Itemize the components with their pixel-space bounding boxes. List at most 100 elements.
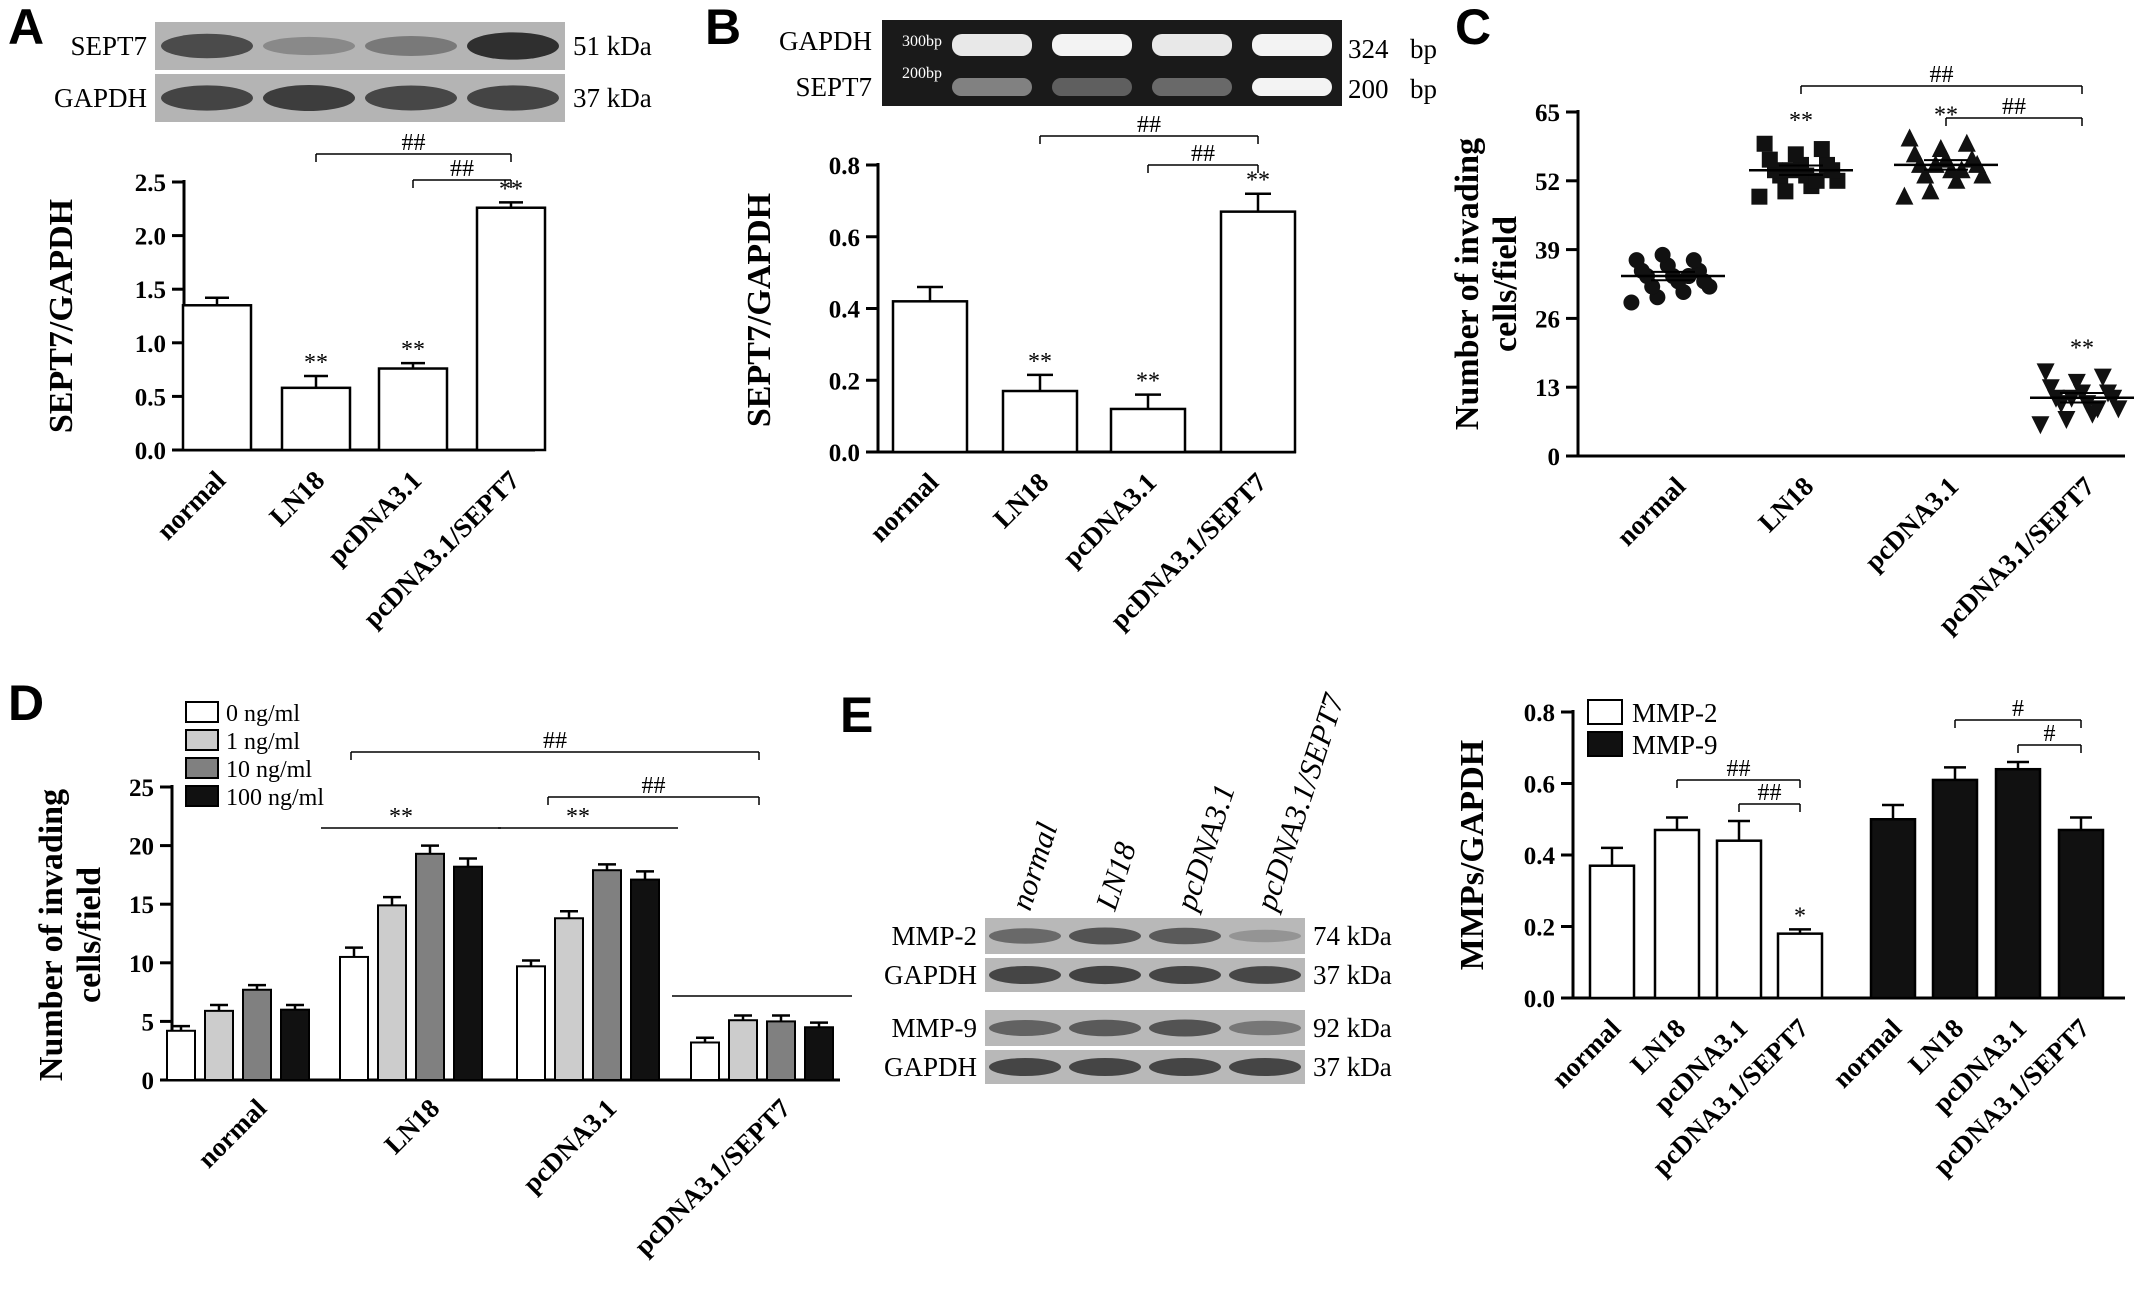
data-point [2057, 410, 2076, 429]
data-point [1905, 144, 1924, 163]
blot-row-size: 37 kDa [573, 83, 652, 113]
data-point [2088, 400, 2107, 419]
bar [280, 1008, 310, 1081]
bar [592, 869, 622, 1081]
legend-label: 100 ng/ml [226, 785, 324, 811]
y-tick-label: 65 [1535, 100, 1560, 127]
x-tick-label: normal [151, 465, 232, 546]
panel-letter-c: C [1455, 0, 1491, 55]
y-tick-label: 2.0 [135, 224, 166, 251]
y-tick-label: 0.2 [1524, 915, 1555, 942]
x-tick-label: pcDNA3.1 [1859, 471, 1965, 577]
data-point [1808, 172, 1825, 189]
panel-letter-a: A [8, 0, 44, 55]
gel-band [1052, 34, 1132, 56]
y-tick-label: 13 [1535, 375, 1560, 402]
y-tick-label: 25 [129, 775, 154, 802]
bar [516, 965, 546, 1081]
bar [728, 1019, 758, 1082]
bar [1001, 389, 1079, 454]
y-axis-label-line: cells/field [1487, 216, 1524, 352]
data-point [1921, 181, 1940, 200]
y-axis-label-line: Number of invading [33, 789, 70, 1081]
bar [1715, 839, 1763, 1000]
gel-row-name: SEPT7 [795, 72, 872, 102]
blot-row-size: 37 kDa [1313, 960, 1392, 990]
y-axis-label: SEPT7/GAPDH [43, 199, 80, 433]
group-line-label: ** [389, 804, 413, 830]
data-point [1777, 183, 1794, 200]
y-tick-label: 0.8 [1524, 700, 1555, 727]
blot-lane-label: pcDNA3.1/SEPT7 [1248, 688, 1352, 916]
blot-band [467, 85, 559, 111]
gel-band [952, 78, 1032, 96]
blot-lane-label: pcDNA3.1 [1168, 780, 1242, 916]
blot-band [161, 85, 253, 111]
bar [453, 865, 483, 1081]
blot-band [263, 85, 355, 111]
x-tick-label: normal [1827, 1013, 1908, 1094]
blot-row-size: 51 kDa [573, 31, 652, 61]
gel-band [952, 34, 1032, 56]
y-tick-label: 26 [1535, 306, 1560, 333]
data-point [1895, 186, 1914, 205]
bracket-label: ## [1191, 141, 1215, 167]
y-tick-label: 15 [129, 892, 154, 919]
significance-marker: ** [401, 337, 425, 363]
blot-row-name: GAPDH [884, 960, 977, 990]
panel-c: 0 13 26 39 52 65 Number of invadingcells/field… [1449, 62, 2134, 639]
y-tick-label: 1.5 [135, 277, 166, 304]
bar [1994, 767, 2042, 1000]
bracket-label: ## [450, 156, 474, 182]
data-point [1628, 252, 1645, 269]
bracket-label: ## [543, 728, 567, 754]
data-point [2036, 363, 2055, 382]
gel-row-name: GAPDH [779, 26, 872, 56]
legend-label: 10 ng/ml [226, 757, 312, 783]
bar [339, 955, 369, 1081]
blot-band [161, 33, 253, 59]
data-point [1957, 133, 1976, 152]
legend-label: 1 ng/ml [226, 729, 300, 755]
blot-row-name: GAPDH [884, 1052, 977, 1082]
y-axis-label: Number of invadingcells/field [1449, 138, 1524, 430]
y-tick-label: 0.0 [829, 440, 860, 467]
blot-band [263, 36, 355, 56]
significance-marker: ** [304, 350, 328, 376]
blot-band [1229, 1020, 1301, 1036]
bar [181, 304, 253, 452]
blot-row-name: MMP-2 [891, 921, 977, 951]
bar [415, 852, 445, 1082]
x-tick-label: LN18 [378, 1093, 445, 1160]
x-tick-label: pcDNA3.1 [322, 465, 428, 571]
y-axis-label: SEPT7/GAPDH [741, 193, 778, 427]
y-tick-label: 0.5 [135, 384, 166, 411]
group-line-label: ** [566, 804, 590, 830]
blot-band [989, 1020, 1061, 1036]
gel-row-size: 324 [1348, 34, 1389, 64]
blot-lane-label: normal [1003, 818, 1064, 914]
legend-swatch [185, 701, 219, 723]
y-axis-label: Number of invadingcells/field [33, 789, 108, 1081]
blot-row-size: 92 kDa [1313, 1013, 1392, 1043]
blot-band [1069, 1058, 1141, 1076]
y-tick-label: 10 [129, 951, 154, 978]
significance-marker: ** [1789, 108, 1813, 134]
gel-band [1252, 34, 1332, 56]
y-axis-label: MMPs/GAPDH [1454, 740, 1491, 970]
x-tick-label: normal [192, 1093, 273, 1174]
significance-marker: ** [2070, 335, 2094, 361]
bracket-label: ## [642, 773, 666, 799]
significance-marker: ** [1028, 349, 1052, 375]
bracket-label: ## [1727, 756, 1751, 782]
bar [630, 878, 660, 1082]
gel-row-size: 200 [1348, 74, 1389, 104]
blot-band [1229, 1058, 1301, 1076]
x-tick-label: LN18 [1752, 471, 1819, 538]
y-tick-label: 0 [142, 1068, 155, 1095]
blot-row-name: GAPDH [54, 83, 147, 113]
blot-row-name: SEPT7 [70, 31, 147, 61]
panel-letter-e: E [840, 687, 873, 743]
blot-row-name: MMP-9 [891, 1013, 977, 1043]
